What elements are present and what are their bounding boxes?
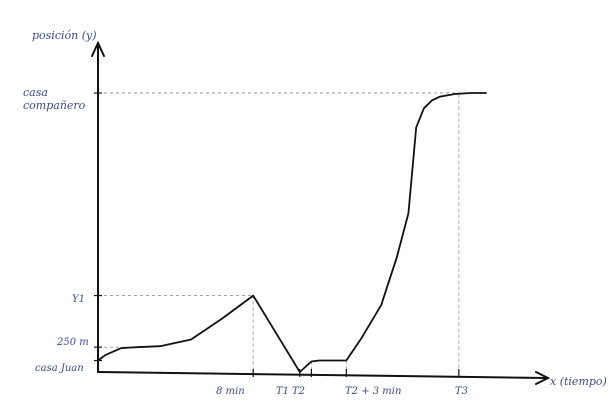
x-tick-label-t2-plus-3min: T2 + 3 min	[345, 386, 401, 397]
x-tick-label-t2: T2	[292, 386, 305, 397]
y-axis-arrow	[91, 40, 105, 57]
y-tick-label-250m: 250 m	[56, 337, 89, 348]
guide-lines	[98, 92, 486, 372]
y-tick-label-casa-companero-2: compañero	[23, 99, 86, 112]
x-axis	[97, 371, 547, 379]
x-tick-label-8min: 8 min	[216, 386, 245, 397]
series-line-position	[97, 92, 487, 373]
x-axis-label: x (tiempo)	[550, 375, 607, 388]
y-axis-label: posición (y)	[32, 29, 97, 42]
y-tick-label-casa-companero-1: casa	[23, 86, 48, 99]
x-tick-label-t1: T1	[276, 386, 289, 397]
tick-marks	[94, 92, 460, 377]
x-tick-label-t3: T3	[455, 386, 468, 397]
y-tick-label-y1: Y1	[72, 294, 85, 305]
y-tick-label-casa-juan: casa Juan	[35, 363, 84, 374]
x-axis-arrow	[535, 371, 551, 385]
